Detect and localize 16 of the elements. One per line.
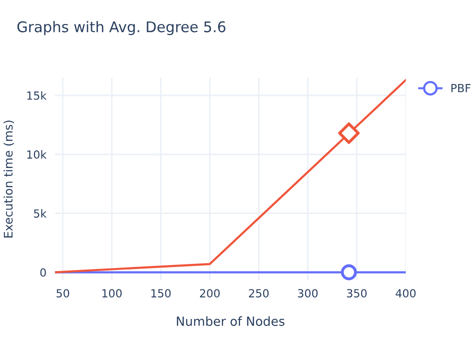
x-tick-label: 150	[151, 289, 171, 298]
x-tick-label: 300	[298, 289, 318, 298]
y-tick-label: 10k	[27, 150, 47, 159]
x-tick-label: 400	[396, 289, 416, 298]
x-axis-title: Number of Nodes	[176, 316, 284, 326]
y-tick-label: 15k	[27, 91, 47, 100]
x-tick-label: 100	[102, 289, 122, 298]
x-tick-label: 50	[56, 289, 70, 298]
y-tick-label: 0	[40, 268, 46, 277]
legend-label: PBF	[451, 84, 470, 92]
x-tick-label: 350	[347, 289, 367, 298]
y-axis-title: Execution time (ms)	[4, 120, 14, 238]
x-tick-label: 250	[248, 289, 269, 298]
chart-title: Graphs with Avg. Degree 5.6	[17, 21, 226, 36]
y-tick-label: 5k	[34, 209, 47, 218]
x-tick-label: 200	[200, 289, 220, 298]
